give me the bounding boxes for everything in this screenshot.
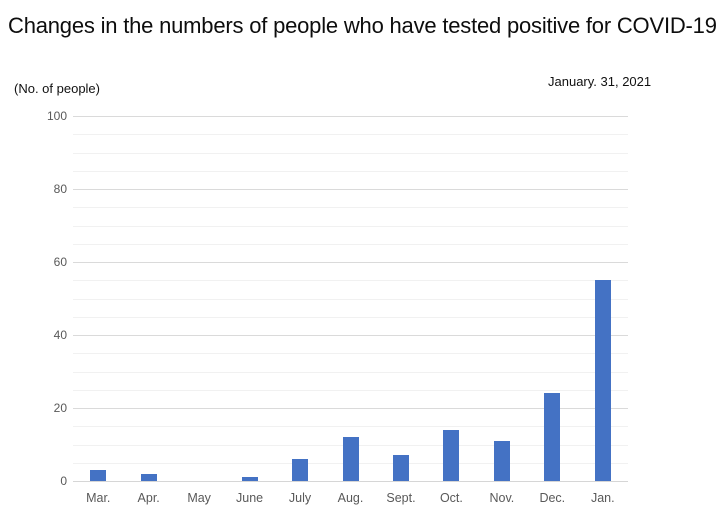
gridline-40 [73, 335, 628, 336]
x-tick-label-Apr: Apr. [137, 491, 160, 505]
gridline-100 [73, 116, 628, 117]
bar-Oct [443, 430, 460, 481]
gridline-80 [73, 189, 628, 190]
y-tick-label-20: 20 [53, 401, 67, 415]
bar-Sept [392, 455, 409, 481]
gridline-60 [73, 262, 628, 263]
bar-Mar [90, 470, 107, 481]
y-tick-label-0: 0 [60, 474, 67, 488]
x-tick-label-July: July [288, 491, 312, 505]
x-tick-label-Dec: Dec. [539, 491, 566, 505]
gridline-55 [73, 280, 628, 281]
bar-Nov [493, 441, 510, 481]
y-tick-label-80: 80 [53, 182, 67, 196]
gridline-35 [73, 353, 628, 354]
x-tick-label-Nov: Nov. [489, 491, 515, 505]
x-tick-label-Oct: Oct. [439, 491, 463, 505]
x-tick-label-May: May [187, 491, 211, 505]
y-axis-unit-label: (No. of people) [14, 81, 100, 96]
y-tick-label-60: 60 [53, 255, 67, 269]
bar-June [241, 477, 258, 481]
chart-title: Changes in the numbers of people who hav… [8, 13, 717, 38]
gridline-70 [73, 226, 628, 227]
gridline-20 [73, 408, 628, 409]
gridline-15 [73, 426, 628, 427]
gridline-90 [73, 153, 628, 154]
gridline-65 [73, 244, 628, 245]
gridline-30 [73, 372, 628, 373]
x-tick-label-June: June [236, 491, 264, 505]
x-tick-label-Aug: Aug. [337, 491, 364, 505]
x-tick-label-Jan: Jan. [590, 491, 615, 505]
y-tick-label-100: 100 [46, 109, 67, 123]
gridline-95 [73, 134, 628, 135]
gridline-75 [73, 207, 628, 208]
bar-July [292, 459, 309, 481]
gridline-85 [73, 171, 628, 172]
bar-Dec [544, 393, 561, 481]
bar-Apr [140, 474, 157, 481]
x-tick-label-Mar: Mar. [86, 491, 111, 505]
plot-area: 0 20 40 60 80 100 Mar. Apr. May June July Aug. Sept.… [47, 109, 628, 505]
date-label: January. 31, 2021 [548, 74, 652, 89]
x-axis-line [73, 481, 628, 482]
gridline-45 [73, 317, 628, 318]
bar-Jan [594, 280, 611, 481]
x-tick-label-Sept: Sept. [386, 491, 416, 505]
bar-Aug [342, 437, 359, 481]
gridline-25 [73, 390, 628, 391]
gridline-50 [73, 299, 628, 300]
y-tick-label-40: 40 [53, 328, 67, 342]
